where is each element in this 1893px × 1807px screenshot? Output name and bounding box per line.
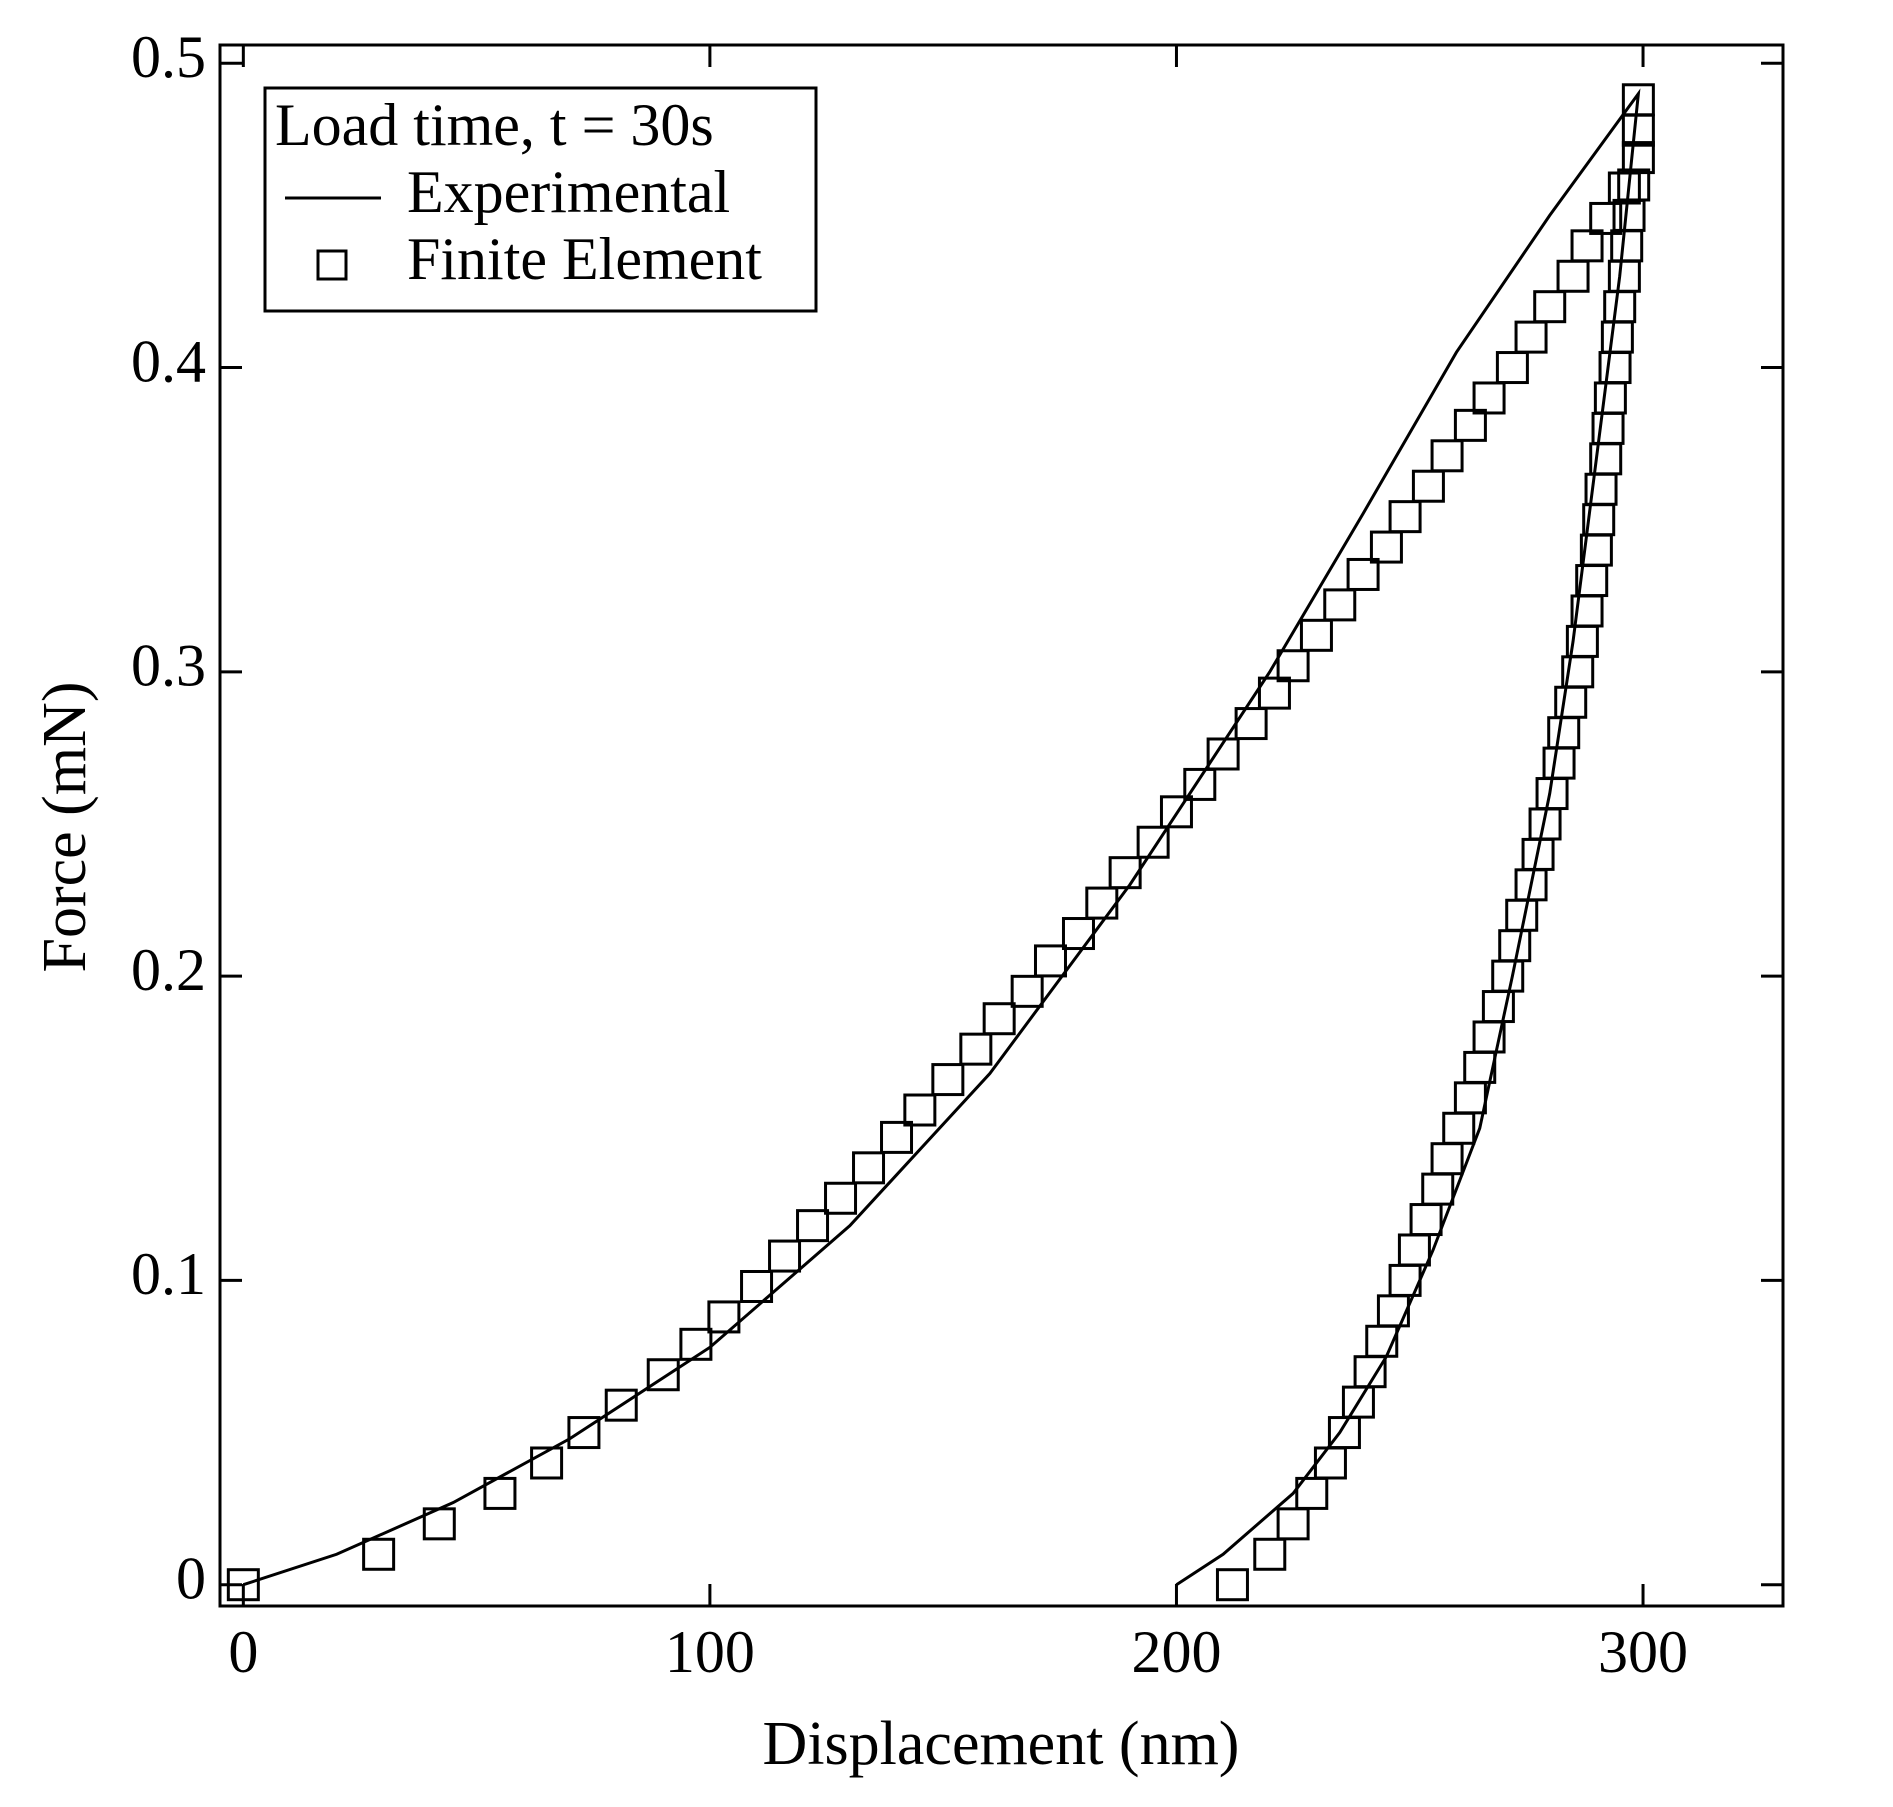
square-marker <box>1085 886 1119 920</box>
square-marker <box>931 1063 965 1097</box>
square-marker <box>824 1181 858 1215</box>
y-tick-label: 0.4 <box>131 328 206 394</box>
square-marker <box>604 1388 638 1422</box>
square-marker <box>852 1151 886 1185</box>
y-tick-label: 0.3 <box>131 633 206 699</box>
square-marker <box>567 1416 601 1450</box>
square-marker <box>1159 795 1193 829</box>
square-marker <box>1253 1537 1287 1571</box>
square-marker <box>1589 201 1623 235</box>
square-marker <box>679 1327 713 1361</box>
square-marker <box>982 1002 1016 1036</box>
x-axis-label: Displacement (nm) <box>763 1710 1240 1778</box>
square-marker <box>1234 707 1268 741</box>
square-marker <box>1472 381 1506 415</box>
square-marker <box>1514 320 1548 354</box>
y-axis-label: Force (mN) <box>31 682 99 973</box>
square-marker <box>646 1358 680 1392</box>
square-marker <box>1621 83 1655 117</box>
square-marker <box>1136 825 1170 859</box>
square-marker <box>1299 618 1333 652</box>
plot-frame <box>218 43 1785 1608</box>
square-marker <box>796 1209 830 1243</box>
square-marker <box>362 1537 396 1571</box>
legend-label: Finite Element <box>407 226 762 292</box>
square-marker <box>1411 469 1445 503</box>
x-tick-label: 0 <box>228 1619 258 1685</box>
square-marker <box>1453 408 1487 442</box>
square-marker <box>1276 649 1310 683</box>
square-marker <box>707 1300 741 1334</box>
x-tick-label: 300 <box>1598 1619 1688 1685</box>
legend-title: Load time, t = 30s <box>275 92 714 158</box>
square-marker <box>1276 1507 1310 1541</box>
legend-label: Experimental <box>407 159 730 225</box>
square-marker <box>768 1239 802 1273</box>
square-marker <box>880 1120 914 1154</box>
square-marker <box>959 1032 993 1066</box>
x-tick-label: 100 <box>665 1619 755 1685</box>
square-marker <box>1257 676 1291 710</box>
square-marker <box>1033 944 1067 978</box>
square-marker <box>1369 530 1403 564</box>
legend-marker <box>316 249 348 281</box>
square-marker <box>1346 557 1380 591</box>
square-marker <box>1206 737 1240 771</box>
square-marker <box>740 1269 774 1303</box>
square-marker <box>1183 767 1217 801</box>
square-marker <box>1495 351 1529 385</box>
square-marker <box>530 1446 564 1480</box>
y-tick-label: 0.5 <box>131 24 206 90</box>
square-marker <box>1295 1476 1329 1510</box>
square-marker <box>1215 1568 1249 1602</box>
x-tick-label: 200 <box>1131 1619 1221 1685</box>
square-marker <box>1323 588 1357 622</box>
square-marker <box>1010 974 1044 1008</box>
square-marker <box>422 1507 456 1541</box>
square-marker <box>1621 141 1655 175</box>
square-marker <box>1430 439 1464 473</box>
y-tick-label: 0.2 <box>131 937 206 1003</box>
square-marker <box>1313 1446 1347 1480</box>
square-marker <box>1570 229 1604 263</box>
square-marker <box>483 1476 517 1510</box>
square-marker <box>1061 917 1095 951</box>
square-marker <box>226 1568 260 1602</box>
y-tick-label: 0 <box>176 1545 206 1611</box>
square-marker <box>1533 290 1567 324</box>
square-marker <box>903 1093 937 1127</box>
square-marker <box>1108 856 1142 890</box>
y-tick-label: 0.1 <box>131 1241 206 1307</box>
square-marker <box>1388 500 1422 534</box>
